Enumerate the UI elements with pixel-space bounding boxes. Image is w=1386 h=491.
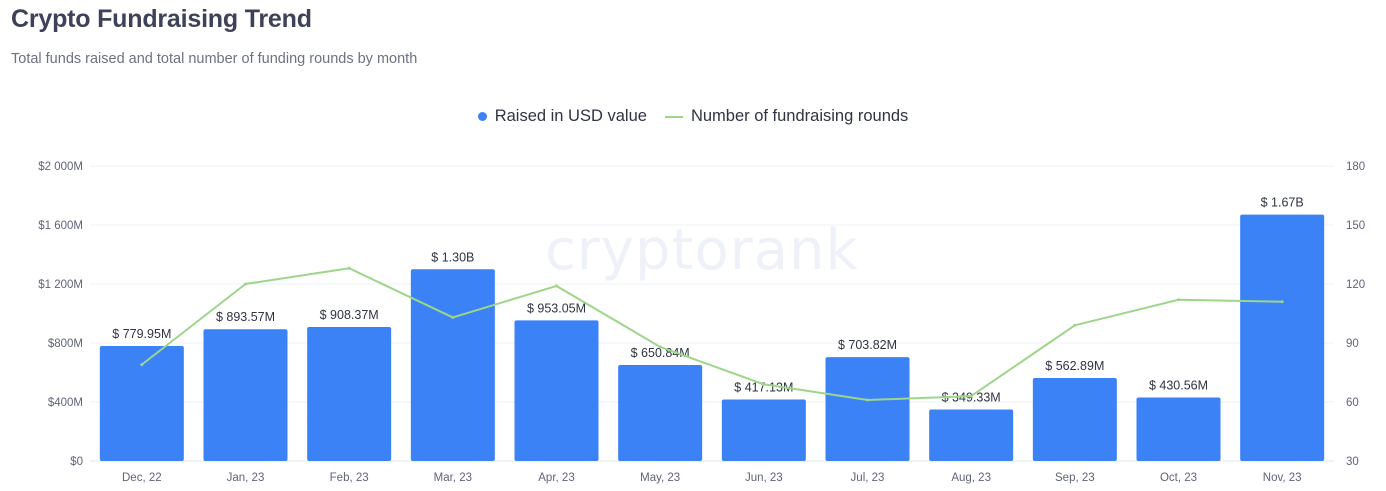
bar[interactable] [721,399,806,461]
bar[interactable] [1032,377,1117,461]
bar-value-label: $ 893.57M [216,310,275,324]
y-right-tick-label: 30 [1346,456,1359,468]
legend-item-rounds[interactable]: Number of fundraising rounds [664,107,909,126]
bar-value-label: $ 417.13M [734,380,793,394]
legend-label-raised: Raised in USD value [494,107,647,125]
bar[interactable] [618,365,703,461]
x-tick-label: Jul, 23 [851,472,885,484]
x-tick-label: Mar, 23 [434,472,472,484]
x-tick-label: Oct, 23 [1160,472,1197,484]
bar[interactable] [410,269,495,461]
x-tick-label: Jun, 23 [745,472,783,484]
bar-value-label: $ 1.67B [1261,196,1304,210]
rounds-point[interactable] [969,394,973,398]
y-right-tick-label: 120 [1346,279,1365,291]
bar[interactable] [514,320,599,461]
legend-dot-icon [477,112,487,121]
chart-legend: Raised in USD value Number of fundraisin… [0,107,1386,126]
bar-value-label: $ 562.89M [1045,359,1104,373]
bar[interactable] [929,409,1014,461]
x-tick-label: Apr, 23 [538,472,574,484]
rounds-point[interactable] [140,363,144,367]
y-left-tick-label: $1 600M [38,220,83,232]
rounds-point[interactable] [555,284,558,288]
x-tick-label: Nov, 23 [1263,472,1302,484]
y-right-tick-label: 150 [1346,220,1365,232]
bar-value-label: $ 953.05M [527,301,586,315]
x-tick-label: Feb, 23 [330,472,369,484]
rounds-point[interactable] [244,282,247,286]
bar[interactable] [203,329,288,461]
x-tick-label: Sep, 23 [1055,472,1095,484]
watermark-logo: cryptorank [545,218,859,283]
bar[interactable] [307,327,392,461]
rounds-point[interactable] [762,382,766,386]
legend-label-rounds: Number of fundraising rounds [690,107,909,125]
rounds-point[interactable] [1177,298,1180,302]
chart-subtitle: Total funds raised and total number of f… [11,51,418,67]
legend-line-icon [664,115,683,118]
y-right-tick-label: 180 [1346,161,1365,173]
x-tick-label: Aug, 23 [951,472,991,484]
rounds-point[interactable] [1073,323,1077,327]
bar-value-label: $ 779.95M [112,327,171,341]
bar-value-label: $ 650.84M [631,346,690,360]
x-tick-label: Dec, 22 [122,472,162,484]
y-left-tick-label: $400M [48,397,83,409]
bar[interactable] [1240,214,1325,461]
bar-value-label: $ 1.30B [431,250,474,264]
bar[interactable] [825,357,910,461]
y-right-tick-label: 90 [1346,338,1359,350]
bar[interactable] [1136,397,1221,461]
y-right-tick-label: 60 [1346,397,1359,409]
y-left-tick-label: $800M [48,338,83,350]
rounds-point[interactable] [1280,300,1284,304]
rounds-series-line [141,267,1283,402]
x-tick-label: Jan, 23 [227,472,265,484]
y-left-tick-label: $2 000M [38,161,83,173]
bar[interactable] [99,345,184,461]
legend-item-raised[interactable]: Raised in USD value [477,107,647,126]
bar-value-label: $ 908.37M [320,308,379,322]
y-left-tick-label: $0 [70,456,83,468]
rounds-point[interactable] [451,315,455,319]
rounds-point[interactable] [866,398,869,402]
bar-value-label: $ 703.82M [838,338,897,352]
rounds-point[interactable] [347,266,351,270]
bar-value-label: $ 430.56M [1149,378,1208,392]
chart-title: Crypto Fundraising Trend [11,5,312,33]
rounds-point[interactable] [658,345,662,349]
y-left-tick-label: $1 200M [38,279,83,291]
x-tick-label: May, 23 [640,472,680,484]
